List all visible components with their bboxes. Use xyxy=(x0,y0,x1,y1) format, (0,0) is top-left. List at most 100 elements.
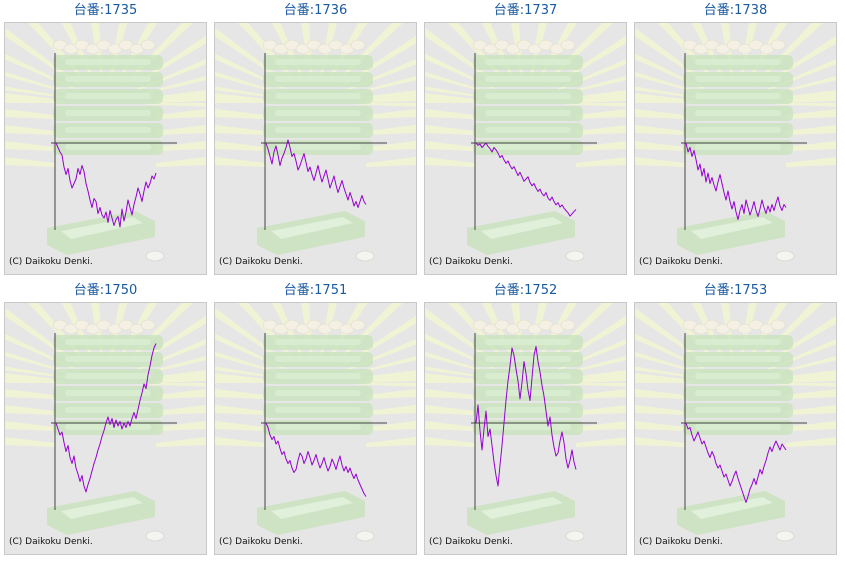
machine-number-link[interactable]: 台番:1751 xyxy=(283,283,348,298)
sun-ray xyxy=(5,373,55,383)
box-layer-highlight xyxy=(65,144,151,150)
sun-ray xyxy=(425,125,475,135)
graph-panel[interactable]: (C) Daikoku Denki. xyxy=(424,302,627,555)
line-chart xyxy=(5,303,206,542)
sun-ray xyxy=(5,405,55,415)
machine-number-link[interactable]: 台番:1752 xyxy=(493,283,558,298)
box-layer-highlight xyxy=(695,390,781,396)
box-layer-highlight xyxy=(275,407,361,413)
sun-ray xyxy=(215,157,265,167)
box-layer-highlight xyxy=(275,356,361,362)
box-layer-highlight xyxy=(485,127,571,133)
box-layer-highlight xyxy=(275,127,361,133)
background-artwork xyxy=(635,23,836,262)
tray-inner xyxy=(481,497,563,519)
line-chart xyxy=(5,23,206,262)
coin-shape xyxy=(355,250,375,262)
sun-ray xyxy=(635,373,685,383)
graph-panel[interactable]: (C) Daikoku Denki. xyxy=(214,22,417,275)
sun-ray xyxy=(425,389,475,399)
graph-panel[interactable]: (C) Daikoku Denki. xyxy=(634,22,837,275)
sun-ray xyxy=(425,421,475,431)
chart-title: 台番:1750 xyxy=(4,282,207,300)
background-artwork xyxy=(425,23,626,262)
box-layer-highlight xyxy=(485,424,571,430)
sun-ray xyxy=(425,71,490,94)
coin-shape xyxy=(775,530,795,542)
sun-ray xyxy=(215,405,265,415)
chart-cell: 台番:1750 (C) Daikoku Denki. xyxy=(4,280,207,556)
sun-ray xyxy=(5,437,55,447)
box-layer-highlight xyxy=(275,144,361,150)
sun-ray xyxy=(354,383,416,387)
series-line xyxy=(265,422,367,497)
coin-shape xyxy=(565,250,585,262)
sun-ray xyxy=(425,86,487,99)
sun-ray xyxy=(156,421,206,431)
sun-ray xyxy=(786,109,836,119)
sun-ray xyxy=(576,93,626,103)
sun-ray xyxy=(786,157,836,167)
machine-number-link[interactable]: 台番:1750 xyxy=(73,283,138,298)
sun-ray xyxy=(786,125,836,135)
box-layer-highlight xyxy=(65,407,151,413)
sun-ray xyxy=(635,27,711,86)
sun-ray xyxy=(215,373,265,383)
sun-ray xyxy=(215,27,291,86)
sun-ray xyxy=(635,157,685,167)
chart-cell: 台番:1736 (C) Daikoku Denki. xyxy=(214,0,417,276)
sun-ray xyxy=(156,141,206,151)
graph-panel[interactable]: (C) Daikoku Denki. xyxy=(4,302,207,555)
graph-panel[interactable]: (C) Daikoku Denki. xyxy=(424,22,627,275)
sun-ray xyxy=(215,109,265,119)
sun-ray xyxy=(576,373,626,383)
sun-ray xyxy=(425,351,490,374)
sun-ray xyxy=(786,405,836,415)
graph-panel[interactable]: (C) Daikoku Denki. xyxy=(634,302,837,555)
box-layer-highlight xyxy=(695,76,781,82)
sun-ray xyxy=(425,307,501,366)
box-layer-highlight xyxy=(65,390,151,396)
machine-number-link[interactable]: 台番:1737 xyxy=(493,3,558,18)
machine-number-link[interactable]: 台番:1753 xyxy=(703,283,768,298)
sun-ray xyxy=(425,366,487,379)
coin-shape xyxy=(145,530,165,542)
sun-ray xyxy=(215,71,280,94)
sun-ray xyxy=(5,307,81,366)
box-layer-highlight xyxy=(695,144,781,150)
sun-ray xyxy=(366,421,416,431)
line-chart xyxy=(215,23,416,262)
chart-cell: 台番:1752 (C) Daikoku Denki. xyxy=(424,280,627,556)
sun-ray xyxy=(635,405,685,415)
tray-shape xyxy=(257,491,365,535)
graph-panel[interactable]: (C) Daikoku Denki. xyxy=(214,302,417,555)
sun-ray xyxy=(366,389,416,399)
tray-shape xyxy=(47,491,155,535)
box-layer-highlight xyxy=(485,76,571,82)
machine-number-link[interactable]: 台番:1738 xyxy=(703,3,768,18)
sun-ray xyxy=(366,93,416,103)
tray-inner xyxy=(691,217,773,239)
sun-ray xyxy=(5,351,70,374)
sun-ray xyxy=(5,157,55,167)
box-layer-highlight xyxy=(485,407,571,413)
sun-ray xyxy=(215,389,265,399)
sun-ray xyxy=(5,141,55,151)
graph-panel[interactable]: (C) Daikoku Denki. xyxy=(4,22,207,275)
sun-ray xyxy=(215,351,280,374)
sun-ray xyxy=(786,437,836,447)
sun-ray xyxy=(576,141,626,151)
coin-shape xyxy=(560,319,576,331)
sun-ray xyxy=(366,125,416,135)
sun-ray xyxy=(366,405,416,415)
chart-title: 台番:1752 xyxy=(424,282,627,300)
line-chart xyxy=(635,303,836,542)
sun-ray xyxy=(635,141,685,151)
machine-number-link[interactable]: 台番:1735 xyxy=(73,3,138,18)
machine-number-link[interactable]: 台番:1736 xyxy=(283,3,348,18)
sun-ray xyxy=(786,141,836,151)
coin-shape xyxy=(140,319,156,331)
line-chart xyxy=(635,23,836,262)
box-layer-highlight xyxy=(65,373,151,379)
